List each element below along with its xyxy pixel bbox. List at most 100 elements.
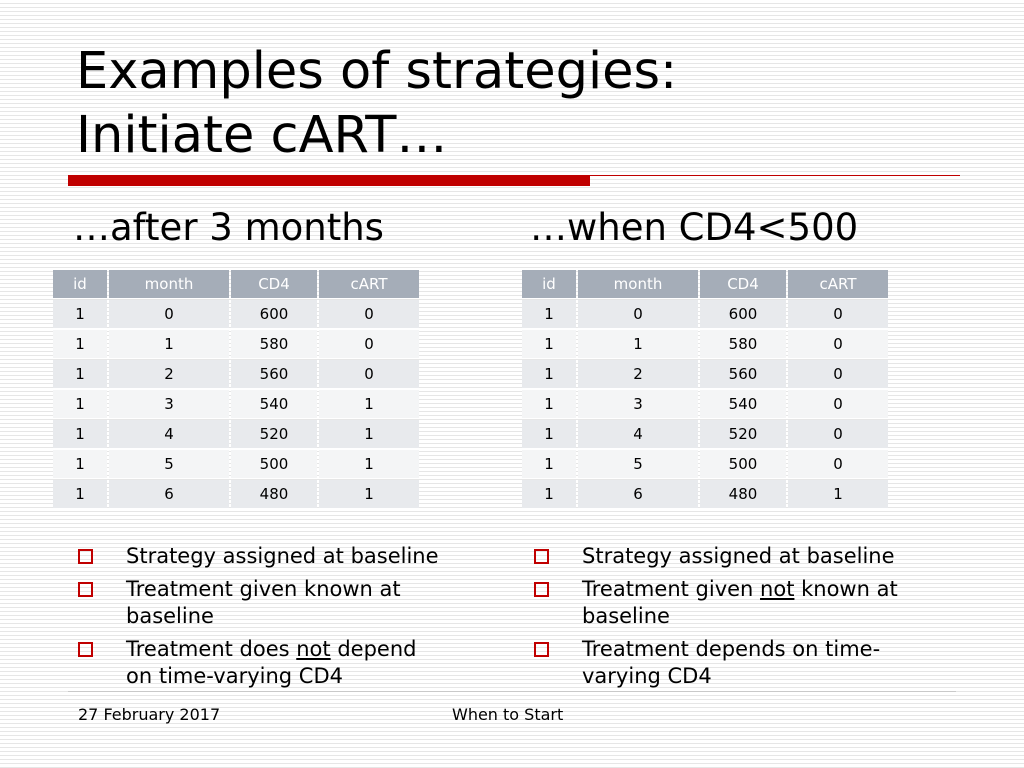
table-cell: 6 — [578, 480, 698, 508]
bullet-text: Strategy assigned at baseline — [126, 544, 439, 568]
column-header: CD4 — [231, 270, 317, 298]
bullet-text-end: known at baseline — [582, 577, 898, 628]
table-row: 1 5 500 0 — [522, 450, 888, 478]
table-cell: 0 — [788, 360, 888, 388]
table-cell: 1 — [53, 480, 107, 508]
footer-title: When to Start — [452, 705, 564, 724]
table-cell: 1 — [53, 420, 107, 448]
table-cell: 3 — [578, 390, 698, 418]
table-cell: 2 — [109, 360, 229, 388]
hollow-square-icon — [78, 642, 93, 657]
table-cell: 0 — [788, 450, 888, 478]
table-row: 1 3 540 0 — [522, 390, 888, 418]
bullet-item: Treatment given known at baseline — [76, 576, 446, 630]
table-cell: 0 — [578, 300, 698, 328]
table-row: 1 0 600 0 — [522, 300, 888, 328]
bullet-item: Strategy assigned at baseline — [532, 543, 902, 570]
bullet-emphasis: not — [296, 637, 331, 661]
table-cell: 1 — [53, 330, 107, 358]
bullet-item: Treatment does not depend on time-varyin… — [76, 636, 446, 690]
table-cell: 540 — [700, 390, 786, 418]
right-subheading: …when CD4<500 — [530, 206, 859, 249]
column-header: month — [109, 270, 229, 298]
footer-divider — [68, 691, 956, 692]
table-cell: 520 — [700, 420, 786, 448]
table-cell: 0 — [319, 300, 419, 328]
table-cell: 500 — [700, 450, 786, 478]
column-header: CD4 — [700, 270, 786, 298]
left-data-table: id month CD4 cART 1 0 600 0 1 1 580 0 1 2 560 0 1 3 540 1 1… — [51, 268, 421, 510]
hollow-square-icon — [534, 582, 549, 597]
table-cell: 1 — [109, 330, 229, 358]
table-cell: 1 — [522, 480, 576, 508]
column-header: cART — [319, 270, 419, 298]
table-row: 1 4 520 1 — [53, 420, 419, 448]
slide-title-line-1: Examples of strategies: — [76, 42, 678, 101]
slide-title-line-2: Initiate cART… — [76, 106, 448, 165]
table-row: 1 1 580 0 — [522, 330, 888, 358]
table-cell: 5 — [578, 450, 698, 478]
table-cell: 580 — [231, 330, 317, 358]
table-cell: 0 — [788, 330, 888, 358]
table-cell: 1 — [319, 480, 419, 508]
table-cell: 1 — [319, 450, 419, 478]
table-cell: 1 — [53, 360, 107, 388]
column-header: month — [578, 270, 698, 298]
column-header: id — [53, 270, 107, 298]
footer-date: 27 February 2017 — [78, 705, 221, 724]
table-cell: 1 — [522, 300, 576, 328]
hollow-square-icon — [534, 642, 549, 657]
table-row: 1 0 600 0 — [53, 300, 419, 328]
bullet-text: Treatment given known at baseline — [126, 577, 401, 628]
table-cell: 0 — [109, 300, 229, 328]
table-cell: 600 — [231, 300, 317, 328]
table-cell: 1 — [53, 450, 107, 478]
right-data-table: id month CD4 cART 1 0 600 0 1 1 580 0 1 2 560 0 1 3 540 0 1… — [520, 268, 890, 510]
table-cell: 560 — [700, 360, 786, 388]
table-header-row: id month CD4 cART — [53, 270, 419, 298]
table-row: 1 6 480 1 — [522, 480, 888, 508]
table-cell: 1 — [53, 390, 107, 418]
table-cell: 0 — [788, 300, 888, 328]
table-cell: 1 — [522, 360, 576, 388]
table-cell: 600 — [700, 300, 786, 328]
title-accent-line — [590, 175, 960, 176]
table-row: 1 4 520 0 — [522, 420, 888, 448]
table-row: 1 1 580 0 — [53, 330, 419, 358]
table-cell: 1 — [319, 390, 419, 418]
hollow-square-icon — [78, 582, 93, 597]
table-cell: 2 — [578, 360, 698, 388]
bullet-item: Strategy assigned at baseline — [76, 543, 446, 570]
table-cell: 0 — [788, 390, 888, 418]
table-cell: 580 — [700, 330, 786, 358]
bullet-text: Treatment depends on time-varying CD4 — [582, 637, 881, 688]
table-row: 1 3 540 1 — [53, 390, 419, 418]
table-row: 1 2 560 0 — [522, 360, 888, 388]
bullet-text: Strategy assigned at baseline — [582, 544, 895, 568]
table-row: 1 2 560 0 — [53, 360, 419, 388]
table-cell: 0 — [319, 360, 419, 388]
table-cell: 500 — [231, 450, 317, 478]
table-row: 1 5 500 1 — [53, 450, 419, 478]
slide-title: Examples of strategies: Initiate cART… — [76, 40, 956, 168]
column-header: cART — [788, 270, 888, 298]
table-cell: 0 — [788, 420, 888, 448]
bullet-text: Treatment does — [126, 637, 297, 661]
table-cell: 5 — [109, 450, 229, 478]
title-accent-bar — [68, 175, 590, 186]
bullet-item: Treatment depends on time-varying CD4 — [532, 636, 902, 690]
table-cell: 480 — [700, 480, 786, 508]
table-cell: 520 — [231, 420, 317, 448]
table-cell: 480 — [231, 480, 317, 508]
table-cell: 560 — [231, 360, 317, 388]
bullet-item: Treatment given not known at baseline — [532, 576, 902, 630]
table-row: 1 6 480 1 — [53, 480, 419, 508]
table-cell: 1 — [578, 330, 698, 358]
table-cell: 1 — [522, 420, 576, 448]
table-cell: 4 — [109, 420, 229, 448]
left-subheading: …after 3 months — [73, 206, 384, 249]
bullet-text-end: depend on time-varying CD4 — [126, 637, 417, 688]
table-cell: 1 — [788, 480, 888, 508]
table-cell: 1 — [53, 300, 107, 328]
table-cell: 1 — [319, 420, 419, 448]
